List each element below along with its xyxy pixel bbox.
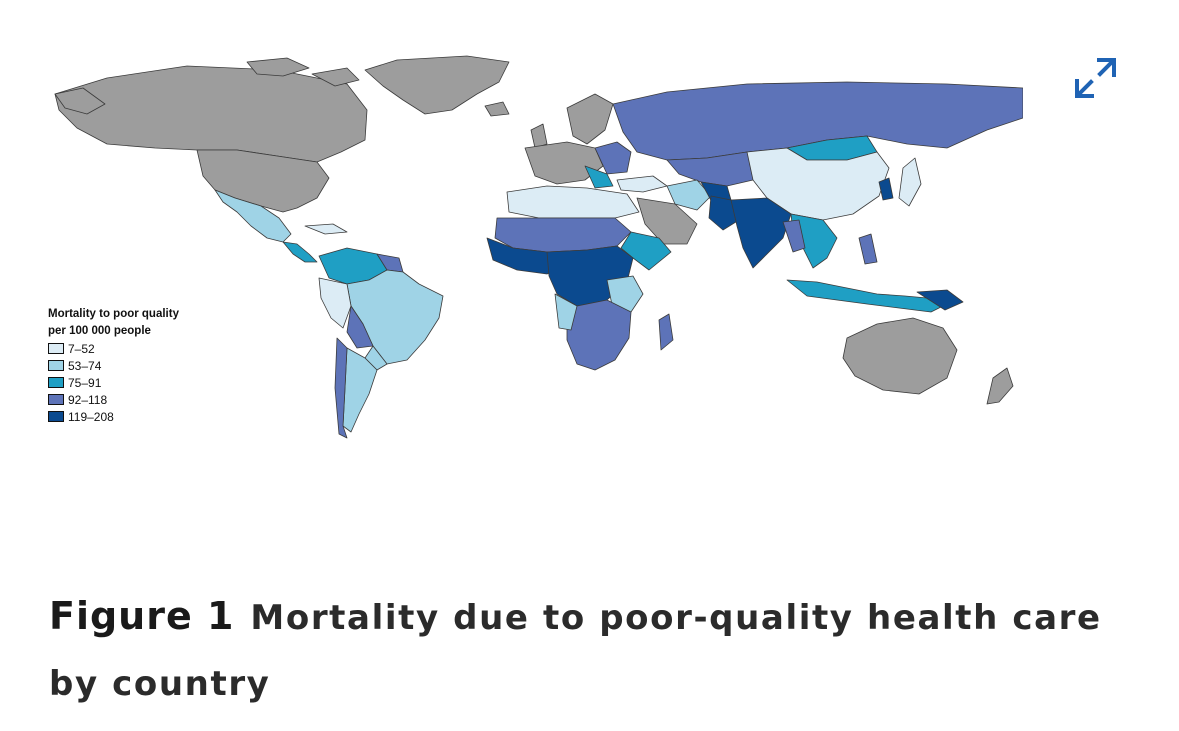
figure-caption-text: Mortality due to poor-quality health car… (49, 598, 1102, 704)
region-horn-africa (620, 231, 672, 271)
region-new-zealand (986, 367, 1014, 405)
legend-label: 75–91 (68, 375, 102, 390)
map-legend: Mortality to poor quality per 100 000 pe… (48, 306, 238, 425)
world-choropleth-map (47, 48, 1023, 443)
figure-caption: Figure 1 Mortality due to poor-quality he… (49, 583, 1119, 717)
legend-item: 7–52 (48, 340, 238, 357)
region-scandinavia (566, 93, 614, 145)
legend-label: 119–208 (68, 409, 114, 424)
region-png (916, 289, 964, 311)
region-australia (842, 317, 958, 395)
region-chile (334, 337, 348, 439)
region-uk (530, 123, 548, 149)
region-japan (898, 157, 922, 207)
region-southern-africa (566, 299, 632, 371)
region-greenland (364, 55, 510, 115)
region-turkey (616, 175, 668, 193)
region-iceland (484, 101, 510, 117)
region-madagascar (658, 313, 674, 351)
region-india (730, 197, 792, 269)
legend-title-line1: Mortality to poor quality (48, 308, 179, 320)
region-canada (54, 65, 368, 163)
region-east-europe (594, 141, 632, 175)
region-bolivia (346, 305, 374, 349)
legend-swatch (48, 343, 64, 354)
legend-items: 7–52 53–74 75–91 92–118 119–208 (48, 340, 238, 425)
region-philippines (858, 233, 878, 265)
region-angola (554, 293, 578, 331)
legend-item: 53–74 (48, 357, 238, 374)
region-pakistan (708, 195, 740, 231)
region-alaska (54, 87, 106, 115)
region-peru (318, 277, 352, 329)
region-myanmar (782, 219, 806, 253)
expand-diagonal-arrows-icon (1075, 58, 1116, 98)
legend-swatch (48, 360, 64, 371)
legend-item: 119–208 (48, 408, 238, 425)
legend-item: 92–118 (48, 391, 238, 408)
legend-swatch (48, 377, 64, 388)
region-central-america (282, 241, 318, 263)
region-north-africa (506, 185, 640, 219)
region-balkans (584, 165, 614, 189)
region-brazil (346, 269, 444, 365)
region-arabia (636, 197, 698, 245)
figure-label: Figure 1 (49, 594, 235, 638)
legend-label: 7–52 (68, 341, 95, 356)
legend-label: 53–74 (68, 358, 102, 373)
region-iran (666, 179, 712, 211)
legend-label: 92–118 (68, 392, 108, 407)
expand-button[interactable] (1069, 53, 1123, 103)
region-korea (878, 177, 894, 201)
legend-title-line2: per 100 000 people (48, 325, 151, 337)
map-svg (54, 55, 1023, 439)
legend-swatch (48, 411, 64, 422)
legend-item: 75–91 (48, 374, 238, 391)
region-caribbean (304, 223, 348, 235)
legend-swatch (48, 394, 64, 405)
region-canada-islands (246, 57, 360, 87)
